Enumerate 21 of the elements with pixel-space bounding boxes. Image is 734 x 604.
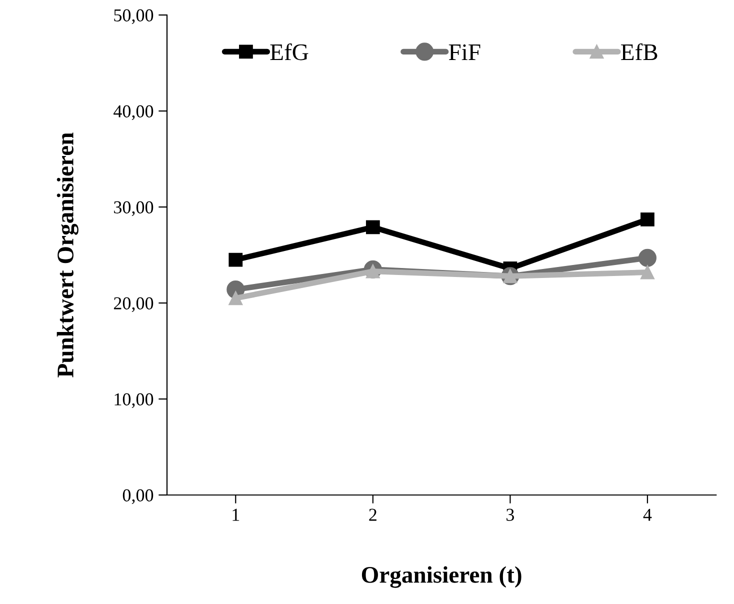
y-axis-title: Punktwert Organisieren [56, 132, 78, 378]
point [638, 248, 656, 267]
legend-label: FiF [448, 44, 480, 60]
y-tick-label: 30,00 [114, 201, 154, 216]
legend-label: EfB [621, 43, 658, 60]
point [640, 265, 654, 280]
legend-label: EfG [270, 43, 308, 60]
y-tick-label: 40,00 [114, 105, 154, 120]
point [228, 291, 243, 306]
x-tick-label: 4 [643, 508, 652, 521]
y-tick-label: 50,00 [114, 9, 154, 24]
y-tick-label: 10,00 [114, 393, 154, 408]
x-tick-label: 1 [232, 508, 240, 521]
point [640, 212, 654, 226]
point [366, 220, 380, 234]
x-tick-label: 2 [369, 508, 376, 521]
x-tick-label: 3 [506, 508, 514, 521]
x-axis-title: Organisieren (t) [362, 566, 522, 588]
y-tick-label: 0,00 [122, 489, 154, 504]
y-tick-label: 20,00 [114, 297, 154, 312]
point [228, 252, 243, 267]
